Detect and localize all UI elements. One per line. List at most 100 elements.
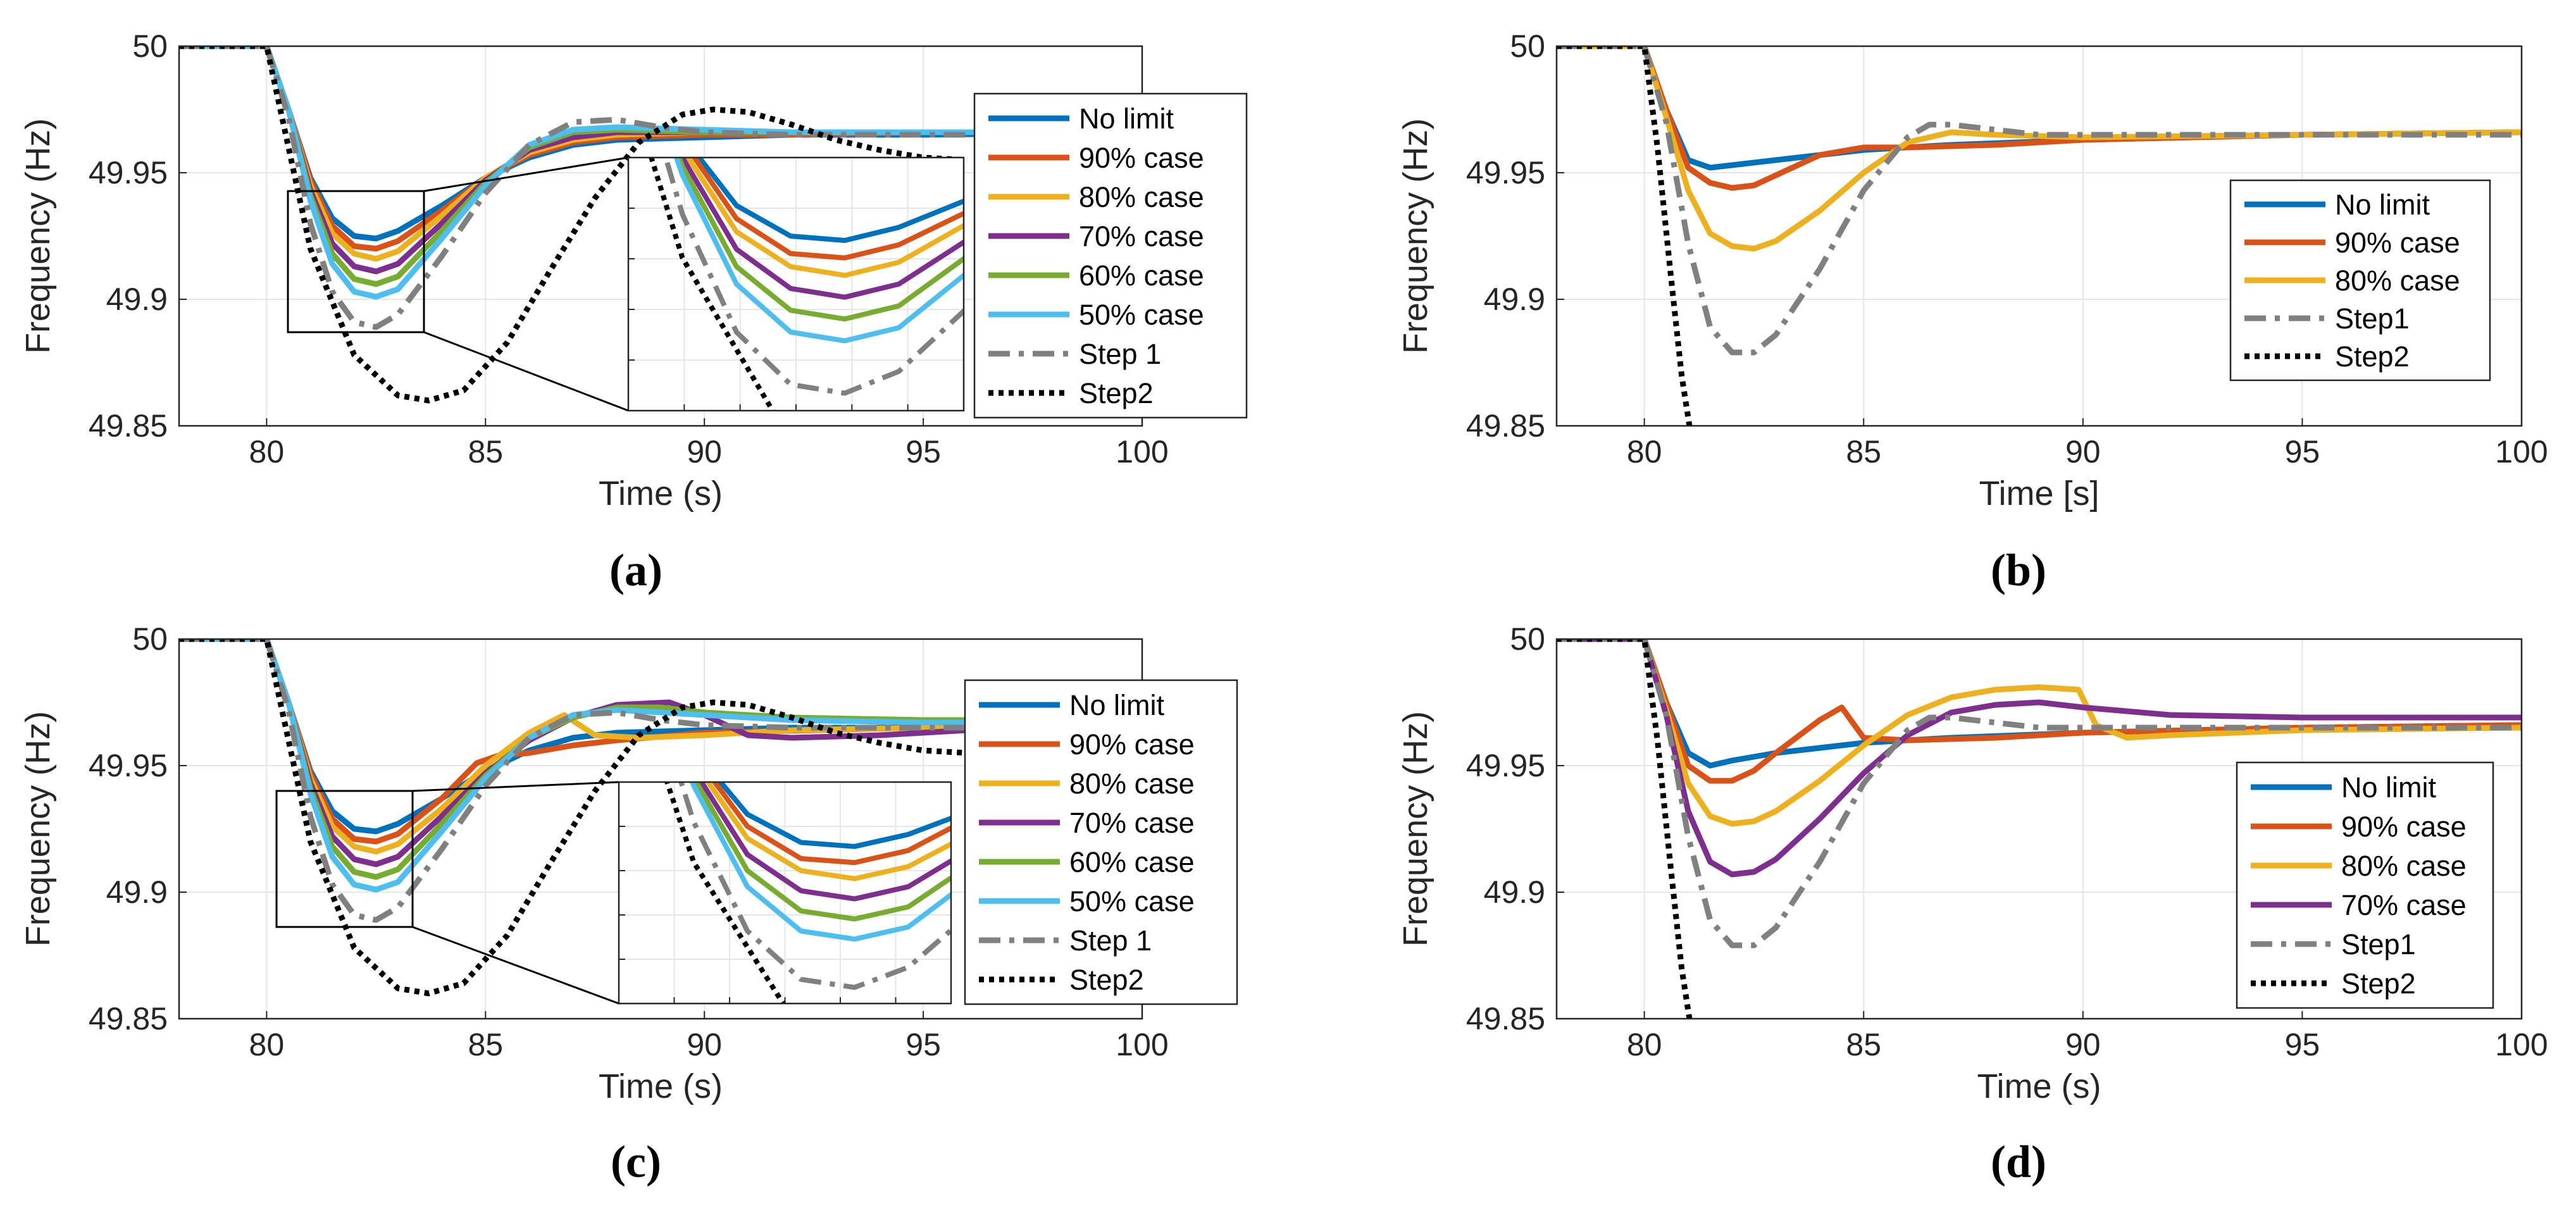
- zoom-connector: [423, 331, 629, 412]
- series-line: [1557, 639, 2522, 948]
- legend-entry-label: 90% case: [1069, 728, 1195, 761]
- y-tick-label: 49.9: [1484, 874, 1545, 910]
- legend-entry-label: 50% case: [1079, 299, 1204, 331]
- x-tick-label: 95: [2285, 1027, 2320, 1062]
- y-tick-label: 49.95: [89, 155, 168, 190]
- legend-entry-label: 90% case: [1079, 142, 1204, 174]
- legend: No limit 90% case 80% case Step1 Step2: [2229, 179, 2491, 382]
- series-line: [1557, 639, 2522, 878]
- series-line: [1557, 639, 2522, 827]
- legend-entry-label: No limit: [1079, 103, 1174, 135]
- y-tick-label: 49.95: [1466, 748, 1545, 783]
- legend-entry-label: 80% case: [1079, 181, 1204, 213]
- inset-box: [618, 781, 952, 1005]
- y-tick-label: 50: [132, 28, 168, 64]
- legend: No limit 90% case 80% case 70% case Step1 Ste…: [2236, 761, 2494, 1009]
- panel-caption: (b): [1991, 545, 2046, 595]
- zoom-connector: [423, 156, 629, 192]
- legend: No limit 90% case 80% case 70% case 60% case…: [973, 92, 1248, 419]
- legend-entry-label: Step1: [2335, 302, 2410, 335]
- legend-entry-label: No limit: [2335, 189, 2430, 221]
- zoom-source-box: [287, 190, 425, 333]
- series-line: [1557, 46, 2522, 191]
- x-tick-label: 80: [1627, 1027, 1662, 1062]
- x-tick-label: 95: [905, 434, 941, 469]
- y-tick-label: 49.85: [1466, 408, 1545, 444]
- y-axis-label: Frequency (Hz): [19, 711, 57, 947]
- zoom-connector: [412, 926, 619, 1005]
- panel-a: 80 85 90 95 100 49.85 49.9 49.95 50 Time (s) Frequ…: [19, 28, 1248, 595]
- panel-b: 80 85 90 95 100 49.85 49.9 49.95 50 Time [s] Frequ…: [1397, 28, 2548, 595]
- inset-series-line: [698, 782, 951, 902]
- panel-d: 80 85 90 95 100 49.85 49.9 49.95 50 Time (s) Frequ…: [1397, 621, 2548, 1187]
- legend-entry-label: 90% case: [2341, 811, 2467, 843]
- inset-box: [627, 156, 965, 412]
- legend-entry-label: Step2: [1079, 377, 1154, 409]
- x-tick-label: 100: [1116, 434, 1168, 469]
- zoom-connector: [412, 781, 619, 792]
- x-tick-label: 90: [687, 1027, 722, 1062]
- y-axis-label: Frequency (Hz): [19, 118, 57, 354]
- legend-entry-label: Step2: [1069, 964, 1144, 996]
- legend-entry-label: 90% case: [2335, 227, 2460, 259]
- series-line: [1557, 639, 1693, 1019]
- x-tick-label: 100: [2495, 1027, 2548, 1062]
- x-axis-label: Time [s]: [1979, 475, 2099, 513]
- zoom-source-box: [275, 790, 414, 928]
- y-tick-label: 50: [1510, 621, 1545, 657]
- legend-entry-label: 50% case: [1069, 885, 1195, 917]
- x-axis-label: Time (s): [599, 475, 723, 513]
- legend-entry-label: Step1: [2341, 928, 2416, 960]
- legend-entry-label: 70% case: [1079, 220, 1204, 252]
- legend-entry-label: 70% case: [1069, 807, 1195, 839]
- x-tick-label: 85: [1846, 434, 1881, 469]
- x-tick-label: 80: [1627, 434, 1662, 469]
- legend-entry-label: 70% case: [2341, 889, 2467, 921]
- series-line: [179, 639, 968, 997]
- y-tick-label: 49.9: [106, 874, 168, 910]
- panel-caption: (c): [611, 1136, 661, 1187]
- x-axis-label: Time (s): [599, 1067, 723, 1105]
- x-tick-label: 90: [687, 434, 722, 469]
- series-line: [1557, 639, 2522, 784]
- y-axis-label: Frequency (Hz): [1397, 711, 1434, 947]
- y-tick-label: 49.95: [1466, 155, 1545, 190]
- panel-caption: (a): [609, 545, 663, 595]
- inset-c: [618, 781, 952, 1005]
- y-tick-label: 50: [132, 621, 168, 657]
- series-line: [179, 46, 1142, 330]
- legend-entry-label: 80% case: [1069, 768, 1195, 800]
- legend-box: [973, 92, 1248, 419]
- panel-c: 80 85 90 95 100 49.85 49.9 49.95 50 Time (s) Frequ…: [19, 621, 1238, 1187]
- x-tick-label: 85: [1846, 1027, 1881, 1062]
- x-tick-label: 85: [468, 434, 503, 469]
- legend-entry-label: Step2: [2341, 967, 2416, 1000]
- x-tick-label: 95: [905, 1027, 941, 1062]
- inset-a: [627, 156, 965, 412]
- legend-entry-label: 80% case: [2335, 264, 2460, 297]
- y-tick-label: 49.85: [1466, 1001, 1545, 1036]
- x-tick-label: 85: [468, 1027, 503, 1062]
- legend-entry-label: No limit: [2341, 771, 2437, 804]
- series-line: [1557, 46, 1693, 426]
- legend-entry-label: Step2: [2335, 340, 2410, 373]
- series-line: [179, 639, 1142, 923]
- y-tick-label: 49.85: [89, 1001, 168, 1036]
- axes-box: [1555, 45, 2523, 427]
- series-line: [1557, 46, 2522, 252]
- legend-entry-label: Step 1: [1079, 338, 1161, 370]
- x-tick-label: 90: [2065, 434, 2101, 469]
- legend-entry-label: 60% case: [1079, 259, 1204, 292]
- x-tick-label: 80: [249, 434, 285, 469]
- y-tick-label: 49.9: [1484, 282, 1545, 317]
- series-line: [179, 639, 1142, 893]
- legend-entry-label: Step 1: [1069, 924, 1152, 957]
- legend-box: [964, 679, 1238, 1005]
- series-line: [179, 46, 968, 404]
- legend-box: [2236, 761, 2494, 1009]
- y-tick-label: 49.85: [89, 408, 168, 444]
- x-tick-label: 80: [249, 1027, 285, 1062]
- legend-entry-label: 80% case: [2341, 850, 2467, 882]
- x-tick-label: 100: [1116, 1027, 1168, 1062]
